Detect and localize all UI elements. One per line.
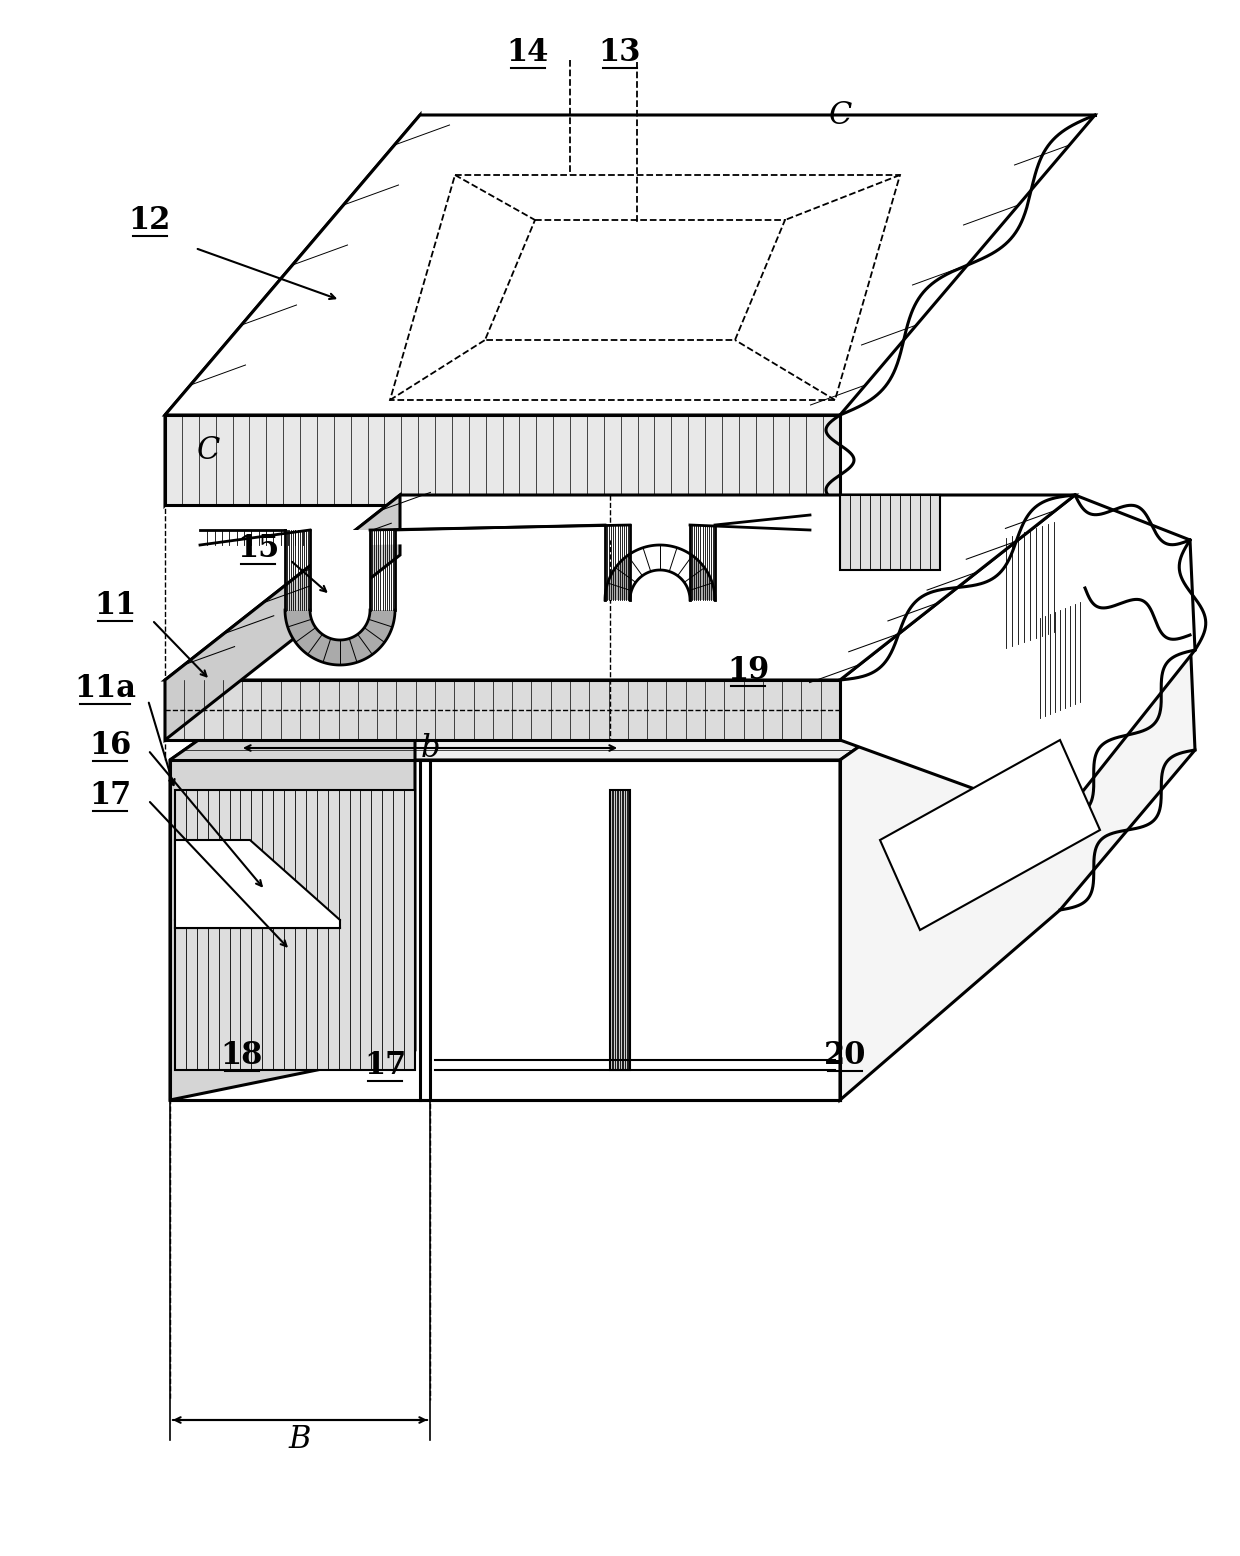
Polygon shape <box>880 741 1100 930</box>
Polygon shape <box>285 610 396 664</box>
Polygon shape <box>165 115 420 506</box>
Text: 16: 16 <box>89 730 131 761</box>
Polygon shape <box>310 531 370 640</box>
Text: 15: 15 <box>237 532 279 563</box>
Polygon shape <box>175 840 340 927</box>
Text: B: B <box>289 1424 311 1455</box>
Text: 14: 14 <box>507 36 549 67</box>
Polygon shape <box>165 495 1075 680</box>
Polygon shape <box>165 415 839 506</box>
Polygon shape <box>170 759 839 1100</box>
Text: C: C <box>828 100 852 131</box>
Polygon shape <box>610 790 630 1071</box>
Text: 17: 17 <box>363 1049 407 1080</box>
Polygon shape <box>415 588 1190 700</box>
Polygon shape <box>165 115 1095 415</box>
Polygon shape <box>165 495 401 741</box>
Text: 11a: 11a <box>74 672 136 703</box>
Polygon shape <box>170 588 1085 759</box>
Text: 18: 18 <box>221 1039 263 1071</box>
Polygon shape <box>839 588 1195 1100</box>
Text: 20: 20 <box>823 1039 867 1071</box>
Text: 19: 19 <box>727 655 769 686</box>
Polygon shape <box>370 524 630 545</box>
Polygon shape <box>165 680 839 741</box>
Polygon shape <box>630 524 689 601</box>
Polygon shape <box>605 545 715 601</box>
Polygon shape <box>839 495 1195 820</box>
Polygon shape <box>839 495 940 569</box>
Text: 11: 11 <box>94 590 136 621</box>
Text: 17: 17 <box>89 780 131 811</box>
Text: b: b <box>420 733 440 764</box>
Polygon shape <box>170 588 415 1100</box>
Polygon shape <box>175 790 415 1071</box>
Text: C: C <box>196 434 219 465</box>
Text: 12: 12 <box>129 204 171 235</box>
Text: 13: 13 <box>599 36 641 67</box>
